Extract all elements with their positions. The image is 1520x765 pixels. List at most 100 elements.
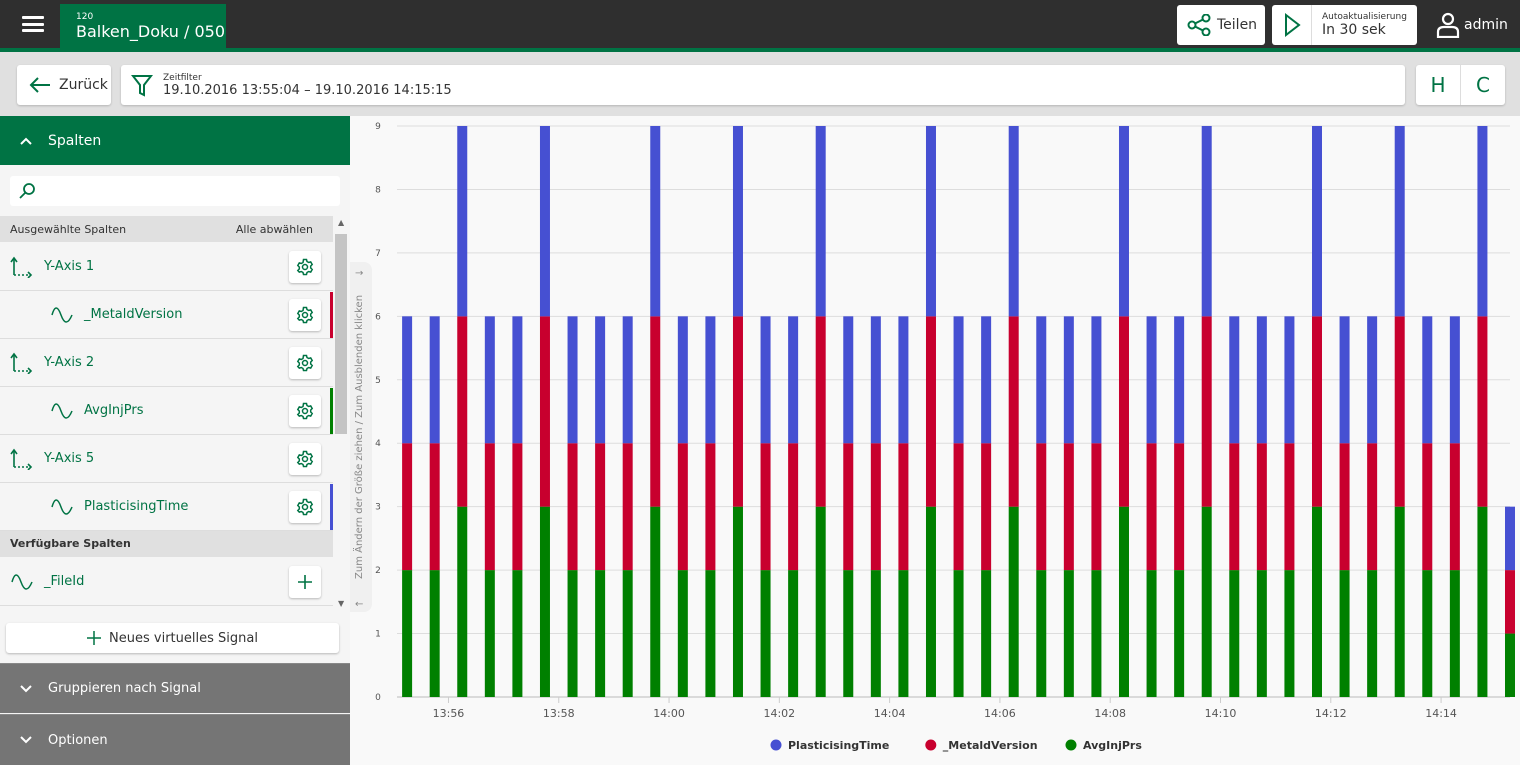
accent-line (0, 48, 1520, 52)
bar-segment-avginjprs (898, 570, 909, 697)
column-label: PlasticisingTime (84, 499, 189, 514)
bar-segment-metaldversion (1201, 316, 1212, 507)
settings-button[interactable] (289, 298, 321, 331)
axis-item[interactable]: Y-Axis 1 (0, 243, 333, 291)
gear-icon (296, 402, 314, 419)
x-tick-label: 14:14 (1425, 707, 1457, 720)
bar-segment-avginjprs (1284, 570, 1295, 697)
column-label: AvgInjPrs (84, 403, 144, 418)
bar-segment-plasticisingtime (1063, 316, 1074, 444)
sidebar-scrollbar[interactable]: ▲ ▼ (335, 218, 347, 608)
bar-segment-metaldversion (1367, 443, 1378, 571)
selected-column-item[interactable]: AvgInjPrs (0, 387, 333, 435)
bar-segment-plasticisingtime (1422, 316, 1433, 444)
group-by-section-header[interactable]: Gruppieren nach Signal (0, 663, 350, 713)
bar-segment-plasticisingtime (1394, 126, 1405, 317)
legend-label: AvgInjPrs (1083, 739, 1142, 752)
settings-button[interactable] (289, 250, 321, 283)
bar-segment-metaldversion (1229, 443, 1240, 571)
user-icon (1436, 12, 1460, 38)
bar-segment-avginjprs (1477, 506, 1488, 697)
y-tick-label: 8 (375, 185, 381, 195)
column-label: Y-Axis 2 (44, 355, 95, 370)
gear-icon (296, 306, 314, 323)
chevron-down-icon (20, 684, 32, 692)
bar-segment-metaldversion (595, 443, 606, 571)
bar-segment-metaldversion (843, 443, 854, 571)
column-label: _MetaldVersion (84, 307, 183, 322)
bar-segment-avginjprs (1505, 633, 1515, 697)
axis-icon (10, 448, 33, 470)
selected-column-item[interactable]: PlasticisingTime (0, 483, 333, 531)
bar-segment-metaldversion (402, 443, 413, 571)
active-tab[interactable]: 120 Balken_Doku / 050 (60, 4, 226, 50)
bar-segment-metaldversion (1449, 443, 1460, 571)
x-tick-label: 14:12 (1315, 707, 1347, 720)
bar-segment-metaldversion (815, 316, 826, 507)
back-button[interactable]: Zurück (17, 65, 111, 105)
time-filter[interactable]: Zeitfilter 19.10.2016 13:55:04 – 19.10.20… (121, 65, 1405, 105)
settings-button[interactable] (289, 394, 321, 427)
bar-segment-avginjprs (1256, 570, 1267, 697)
settings-button[interactable] (289, 490, 321, 523)
c-button[interactable]: C (1476, 73, 1490, 97)
x-tick-label: 14:08 (1094, 707, 1126, 720)
bar-segment-metaldversion (1008, 316, 1019, 507)
x-tick-label: 14:04 (874, 707, 906, 720)
bar-segment-avginjprs (1367, 570, 1378, 697)
bar-segment-avginjprs (1422, 570, 1433, 697)
bar-segment-metaldversion (1174, 443, 1185, 571)
selected-column-item[interactable]: _MetaldVersion (0, 291, 333, 339)
plus-icon (298, 574, 312, 589)
bar-segment-metaldversion (1118, 316, 1129, 507)
column-search-input[interactable] (10, 176, 340, 206)
deselect-all-link[interactable]: Alle abwählen (235, 222, 313, 236)
bar-segment-plasticisingtime (484, 316, 495, 444)
arrow-left-icon: ← (355, 599, 364, 610)
gear-icon (296, 258, 314, 275)
bar-segment-avginjprs (539, 506, 550, 697)
x-tick-label: 14:10 (1205, 707, 1237, 720)
tab-title: Balken_Doku / 050 (76, 22, 226, 41)
columns-section-header[interactable]: Spalten (0, 116, 350, 165)
axis-item[interactable]: Y-Axis 5 (0, 435, 333, 483)
bar-segment-metaldversion (1063, 443, 1074, 571)
stacked-bar-chart: 0 1 2 3 4 5 6 7 8 9 13:56 13:58 14:00 14:02 14:04 14:06… (375, 122, 1515, 752)
bar-segment-avginjprs (429, 570, 440, 697)
plus-icon (87, 631, 102, 645)
hamburger-menu-icon[interactable] (22, 16, 44, 32)
y-tick-label: 0 (375, 693, 381, 703)
settings-button[interactable] (289, 442, 321, 475)
bar-segment-plasticisingtime (705, 316, 716, 444)
add-column-button[interactable] (289, 565, 321, 598)
bar-segment-avginjprs (567, 570, 578, 697)
bar-segment-plasticisingtime (595, 316, 606, 444)
sidebar-resize-handle[interactable]: → Zum Ändern der Größe ziehen / Zum Ausb… (350, 262, 372, 612)
new-virtual-signal-label: Neues virtuelles Signal (109, 630, 258, 646)
bar-segment-avginjprs (512, 570, 523, 697)
bar-segment-avginjprs (815, 506, 826, 697)
bar-segment-metaldversion (429, 443, 440, 571)
y-tick-label: 3 (375, 503, 381, 513)
x-tick-label: 14:02 (763, 707, 795, 720)
bar-segment-avginjprs (1229, 570, 1240, 697)
signal-wave-icon (51, 402, 73, 419)
color-indicator (330, 340, 333, 386)
options-section-header[interactable]: Optionen (0, 714, 350, 765)
bar-segment-avginjprs (1146, 570, 1157, 697)
user-menu[interactable]: admin (1436, 12, 1508, 38)
y-tick-label: 7 (375, 249, 381, 259)
bar-segment-metaldversion (567, 443, 578, 571)
chevron-down-icon (20, 736, 32, 744)
bar-segment-metaldversion (732, 316, 743, 507)
bar-segment-metaldversion (512, 443, 523, 571)
settings-button[interactable] (289, 346, 321, 379)
auto-refresh-button[interactable]: Autoaktualisierung In 30 sek (1272, 5, 1417, 45)
h-button[interactable]: H (1416, 65, 1461, 105)
bar-segment-metaldversion (1477, 316, 1488, 507)
new-virtual-signal-button[interactable]: Neues virtuelles Signal (6, 623, 339, 653)
axis-item[interactable]: Y-Axis 2 (0, 339, 333, 387)
available-column-item[interactable]: _FileId (0, 558, 333, 606)
share-button[interactable]: Teilen (1177, 5, 1265, 45)
y-tick-label: 2 (375, 566, 381, 576)
